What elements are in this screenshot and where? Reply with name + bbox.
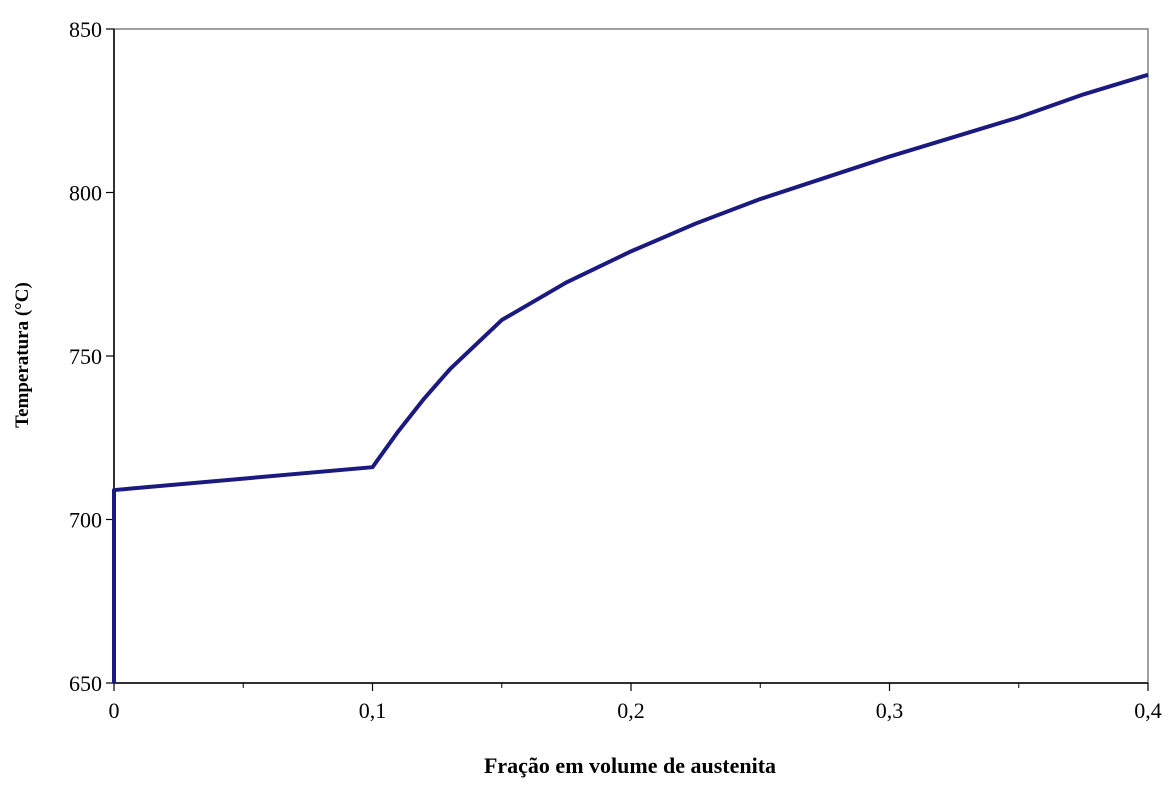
y-tick-label: 800 <box>69 181 102 206</box>
y-tick-label: 750 <box>69 344 102 369</box>
y-tick-label: 850 <box>69 17 102 42</box>
x-tick-label: 0,1 <box>359 698 387 723</box>
x-tick-label: 0 <box>109 698 120 723</box>
y-axis-title: Temperatura (°C) <box>12 282 33 428</box>
x-axis-title: Fração em volume de austenita <box>484 753 776 778</box>
series-line <box>112 72 1149 683</box>
y-tick-label: 700 <box>69 508 102 533</box>
x-tick-label: 0,4 <box>1134 698 1162 723</box>
y-tick-label: 650 <box>69 671 102 696</box>
x-tick-label: 0,3 <box>876 698 904 723</box>
x-tick-label: 0,2 <box>617 698 645 723</box>
